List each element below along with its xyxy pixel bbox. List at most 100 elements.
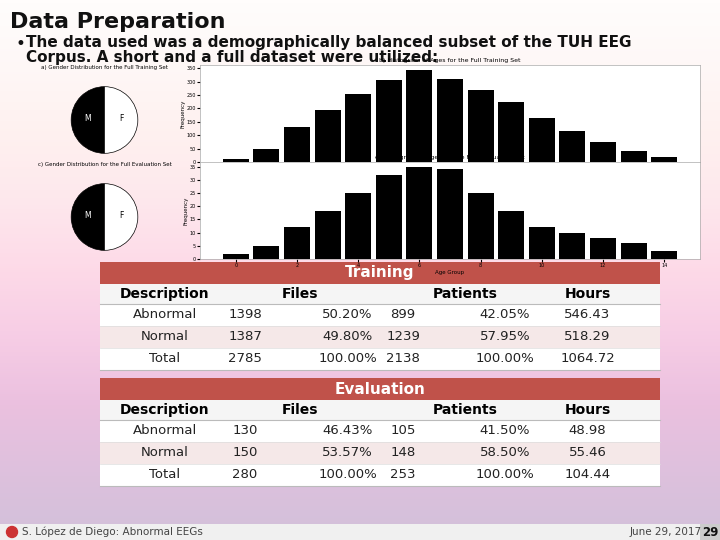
Text: 53.57%: 53.57% — [322, 447, 373, 460]
Text: 546.43: 546.43 — [564, 308, 611, 321]
Text: 100.00%: 100.00% — [476, 469, 534, 482]
Text: 253: 253 — [390, 469, 416, 482]
Bar — [528, 227, 555, 259]
Text: Normal: Normal — [141, 447, 189, 460]
Bar — [222, 159, 248, 162]
Text: 100.00%: 100.00% — [318, 469, 377, 482]
Bar — [590, 238, 616, 259]
Title: b) Histogram of Ages for the Full Training Set: b) Histogram of Ages for the Full Traini… — [379, 58, 521, 63]
FancyBboxPatch shape — [100, 464, 660, 486]
Wedge shape — [71, 86, 104, 153]
Bar — [222, 254, 248, 259]
Y-axis label: Frequency: Frequency — [183, 197, 188, 225]
Text: F: F — [119, 211, 123, 220]
Text: 57.95%: 57.95% — [480, 330, 531, 343]
Y-axis label: Frequency: Frequency — [180, 99, 185, 127]
FancyBboxPatch shape — [100, 400, 660, 420]
Text: Total: Total — [150, 469, 181, 482]
Text: Normal: Normal — [141, 330, 189, 343]
Text: Total: Total — [150, 353, 181, 366]
X-axis label: Age Group: Age Group — [436, 173, 464, 178]
Text: 42.05%: 42.05% — [480, 308, 530, 321]
Text: Description: Description — [120, 403, 210, 417]
FancyBboxPatch shape — [700, 524, 720, 540]
FancyBboxPatch shape — [100, 348, 660, 370]
Text: Hours: Hours — [564, 403, 611, 417]
Text: Patients: Patients — [433, 287, 498, 301]
Text: 49.80%: 49.80% — [323, 330, 373, 343]
Bar — [467, 90, 494, 162]
Bar — [284, 127, 310, 162]
Bar — [253, 246, 279, 259]
Text: 148: 148 — [390, 447, 415, 460]
Text: 55.46: 55.46 — [569, 447, 606, 460]
Text: Corpus. A short and a full dataset were utilized:: Corpus. A short and a full dataset were … — [26, 50, 438, 65]
Text: Hours: Hours — [564, 287, 611, 301]
Wedge shape — [104, 86, 138, 153]
Text: Abnormal: Abnormal — [133, 424, 197, 437]
Text: 2138: 2138 — [386, 353, 420, 366]
Text: 41.50%: 41.50% — [480, 424, 530, 437]
X-axis label: Age Group: Age Group — [436, 269, 464, 274]
Bar — [559, 233, 585, 259]
Bar — [376, 80, 402, 162]
Bar — [498, 102, 524, 162]
Text: Description: Description — [120, 287, 210, 301]
Text: 29: 29 — [702, 525, 718, 538]
FancyBboxPatch shape — [100, 262, 660, 284]
Bar — [467, 193, 494, 259]
FancyBboxPatch shape — [100, 420, 660, 442]
FancyBboxPatch shape — [100, 284, 660, 304]
Text: Data Preparation: Data Preparation — [10, 12, 225, 32]
Text: June 29, 2017: June 29, 2017 — [630, 527, 702, 537]
Bar — [652, 251, 678, 259]
FancyBboxPatch shape — [0, 524, 720, 540]
Title: a) Gender Distribution for the Full Training Set: a) Gender Distribution for the Full Trai… — [41, 65, 168, 70]
Text: 105: 105 — [390, 424, 416, 437]
Bar — [528, 118, 555, 162]
Text: The data used was a demographically balanced subset of the TUH EEG: The data used was a demographically bala… — [26, 35, 631, 50]
Text: 58.50%: 58.50% — [480, 447, 530, 460]
Text: Abnormal: Abnormal — [133, 308, 197, 321]
Text: 150: 150 — [233, 447, 258, 460]
FancyBboxPatch shape — [100, 326, 660, 348]
Text: M: M — [84, 114, 91, 123]
Text: 104.44: 104.44 — [564, 469, 611, 482]
Text: 48.98: 48.98 — [569, 424, 606, 437]
FancyBboxPatch shape — [100, 304, 660, 326]
Title: c) Gender Distribution for the Full Evaluation Set: c) Gender Distribution for the Full Eval… — [37, 161, 171, 167]
Text: 50.20%: 50.20% — [323, 308, 373, 321]
Bar — [253, 148, 279, 162]
Text: Evaluation: Evaluation — [335, 381, 426, 396]
Title: d) Histogram of Ages for the Full Evaluation Set: d) Histogram of Ages for the Full Evalua… — [375, 155, 525, 160]
Text: 899: 899 — [390, 308, 415, 321]
Bar — [376, 174, 402, 259]
Bar — [406, 70, 433, 162]
Bar — [621, 151, 647, 162]
Bar — [284, 227, 310, 259]
Text: Files: Files — [282, 403, 318, 417]
Text: Patients: Patients — [433, 403, 498, 417]
Text: M: M — [84, 211, 91, 220]
Text: F: F — [119, 114, 123, 123]
Text: 1398: 1398 — [228, 308, 262, 321]
Text: 518.29: 518.29 — [564, 330, 611, 343]
Bar — [315, 110, 341, 162]
Bar — [406, 167, 433, 259]
Bar — [345, 94, 372, 162]
Text: Training: Training — [346, 266, 415, 280]
Bar — [498, 212, 524, 259]
Bar — [345, 193, 372, 259]
FancyBboxPatch shape — [100, 378, 660, 400]
Text: S. López de Diego: Abnormal EEGs: S. López de Diego: Abnormal EEGs — [22, 526, 203, 537]
Text: 130: 130 — [233, 424, 258, 437]
Bar — [559, 131, 585, 162]
Bar — [437, 169, 463, 259]
Text: 1387: 1387 — [228, 330, 262, 343]
Text: 100.00%: 100.00% — [476, 353, 534, 366]
Text: Files: Files — [282, 287, 318, 301]
Wedge shape — [104, 184, 138, 251]
Bar — [590, 142, 616, 162]
FancyBboxPatch shape — [100, 442, 660, 464]
Text: 100.00%: 100.00% — [318, 353, 377, 366]
